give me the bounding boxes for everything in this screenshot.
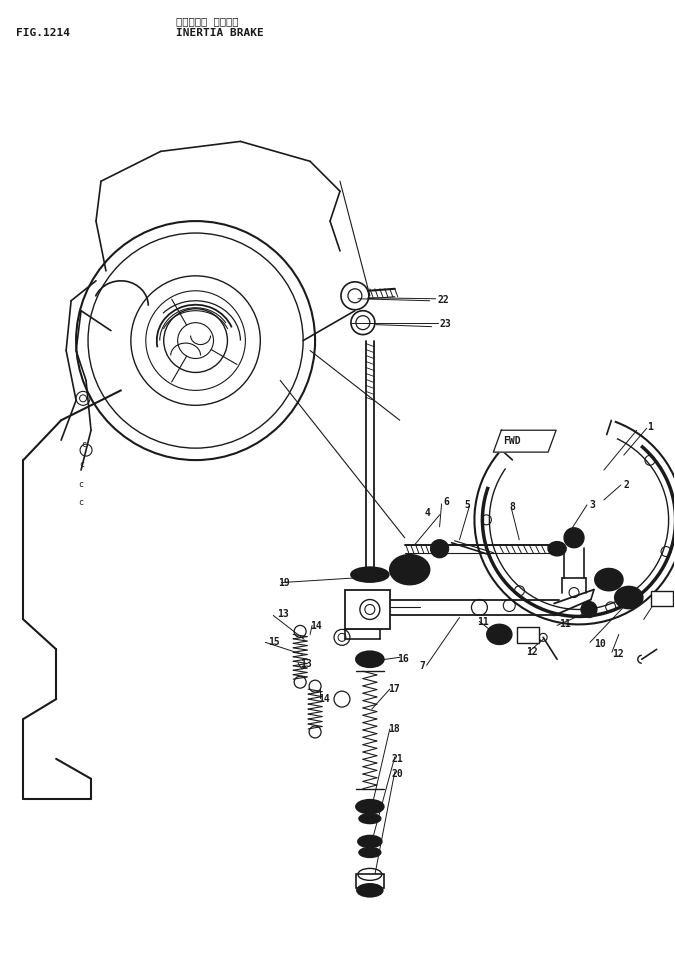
Bar — [651, 591, 672, 606]
Circle shape — [402, 562, 418, 577]
Ellipse shape — [615, 586, 643, 608]
Circle shape — [564, 528, 584, 548]
Ellipse shape — [359, 847, 381, 857]
Text: 14: 14 — [318, 694, 330, 704]
Text: 18: 18 — [388, 724, 400, 734]
Text: 20: 20 — [392, 769, 404, 779]
Bar — [345, 590, 389, 629]
Polygon shape — [493, 430, 556, 452]
Text: 12: 12 — [526, 647, 538, 657]
Text: c: c — [79, 460, 84, 469]
Text: 14: 14 — [310, 622, 322, 631]
Ellipse shape — [358, 836, 382, 847]
Ellipse shape — [362, 655, 378, 664]
Ellipse shape — [389, 554, 429, 584]
Circle shape — [431, 540, 449, 558]
Ellipse shape — [356, 800, 384, 814]
Text: 11: 11 — [477, 617, 489, 628]
Text: 17: 17 — [388, 684, 400, 694]
Text: 7: 7 — [420, 661, 425, 671]
Circle shape — [569, 533, 579, 543]
Text: 10: 10 — [492, 634, 504, 644]
Text: c: c — [78, 498, 83, 507]
Ellipse shape — [351, 567, 389, 582]
Text: 11: 11 — [559, 620, 571, 629]
Text: 10: 10 — [594, 639, 605, 650]
Text: INERTIA BRAKE: INERTIA BRAKE — [176, 28, 263, 38]
Ellipse shape — [487, 625, 512, 644]
Text: 15: 15 — [268, 637, 280, 648]
Text: FWD: FWD — [504, 436, 521, 446]
Text: 12: 12 — [612, 650, 624, 659]
Text: FIG.1214: FIG.1214 — [16, 28, 70, 38]
Text: 1: 1 — [647, 422, 653, 432]
Bar — [517, 628, 539, 643]
Text: 23: 23 — [439, 319, 452, 329]
Text: 13: 13 — [277, 609, 289, 620]
Text: c: c — [78, 480, 83, 489]
Text: 22: 22 — [437, 295, 450, 305]
Ellipse shape — [595, 569, 623, 591]
Ellipse shape — [548, 542, 566, 555]
Circle shape — [581, 602, 597, 617]
Text: 4: 4 — [425, 508, 431, 518]
Text: 2: 2 — [624, 480, 630, 490]
Text: 21: 21 — [392, 754, 404, 763]
Bar — [356, 874, 384, 888]
Text: 13: 13 — [300, 659, 312, 669]
Text: 3: 3 — [589, 500, 595, 510]
Text: 16: 16 — [397, 655, 408, 664]
Text: 5: 5 — [464, 500, 470, 510]
Text: 8: 8 — [510, 502, 515, 512]
Text: 6: 6 — [443, 496, 450, 507]
Text: c: c — [81, 441, 86, 449]
Text: イナーシャ ブレーキ: イナーシャ ブレーキ — [176, 16, 238, 26]
Ellipse shape — [357, 884, 383, 897]
Text: 19: 19 — [278, 577, 290, 588]
Circle shape — [364, 836, 376, 847]
Ellipse shape — [359, 814, 381, 823]
Ellipse shape — [356, 652, 384, 667]
Text: 9: 9 — [659, 595, 665, 604]
